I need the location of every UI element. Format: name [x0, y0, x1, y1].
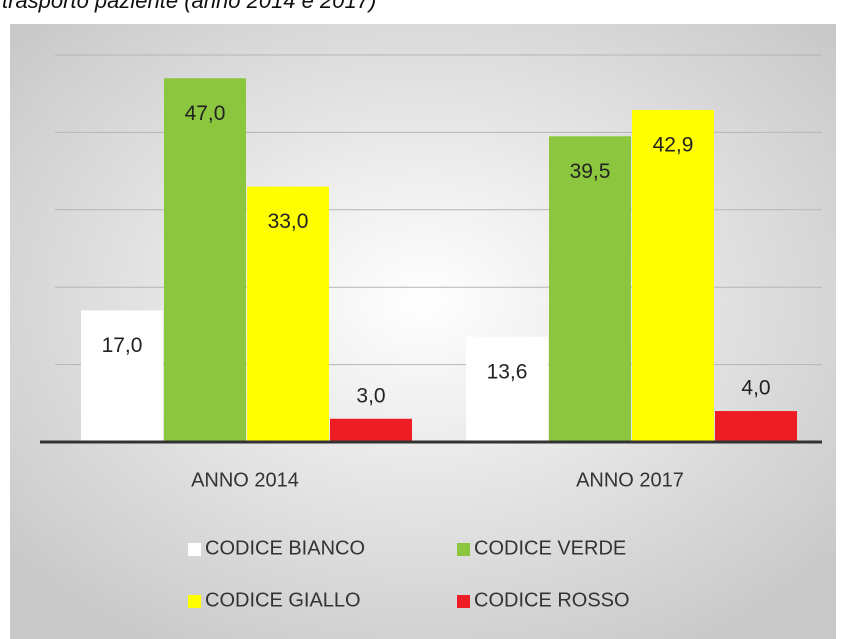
bar — [330, 418, 412, 442]
value-label: 13,6 — [487, 360, 528, 383]
legend-swatch — [457, 595, 470, 608]
value-label: 17,0 — [102, 334, 143, 357]
value-label: 4,0 — [741, 377, 770, 400]
value-label: 3,0 — [356, 384, 385, 407]
bar — [466, 336, 548, 442]
legend-swatch — [457, 543, 470, 556]
legend-swatch — [188, 595, 201, 608]
value-label: 33,0 — [268, 210, 309, 233]
bar — [549, 136, 631, 442]
bar — [164, 78, 246, 442]
legend-label: CODICE GIALLO — [205, 589, 361, 611]
legend-swatch — [188, 543, 201, 556]
bar — [81, 310, 163, 442]
x-tick-label: ANNO 2017 — [576, 469, 684, 491]
bar — [715, 411, 797, 442]
legend-label: CODICE ROSSO — [474, 589, 630, 611]
value-label: 42,9 — [653, 134, 694, 157]
value-label: 39,5 — [570, 160, 611, 183]
legend-label: CODICE VERDE — [474, 537, 626, 559]
bar — [247, 186, 329, 442]
legend-label: CODICE BIANCO — [205, 537, 365, 559]
x-tick-label: ANNO 2014 — [191, 469, 299, 491]
chart-title: trasporto paziente (anno 2014 e 2017) — [2, 0, 376, 13]
value-label: 47,0 — [185, 102, 226, 125]
bar — [632, 109, 714, 442]
